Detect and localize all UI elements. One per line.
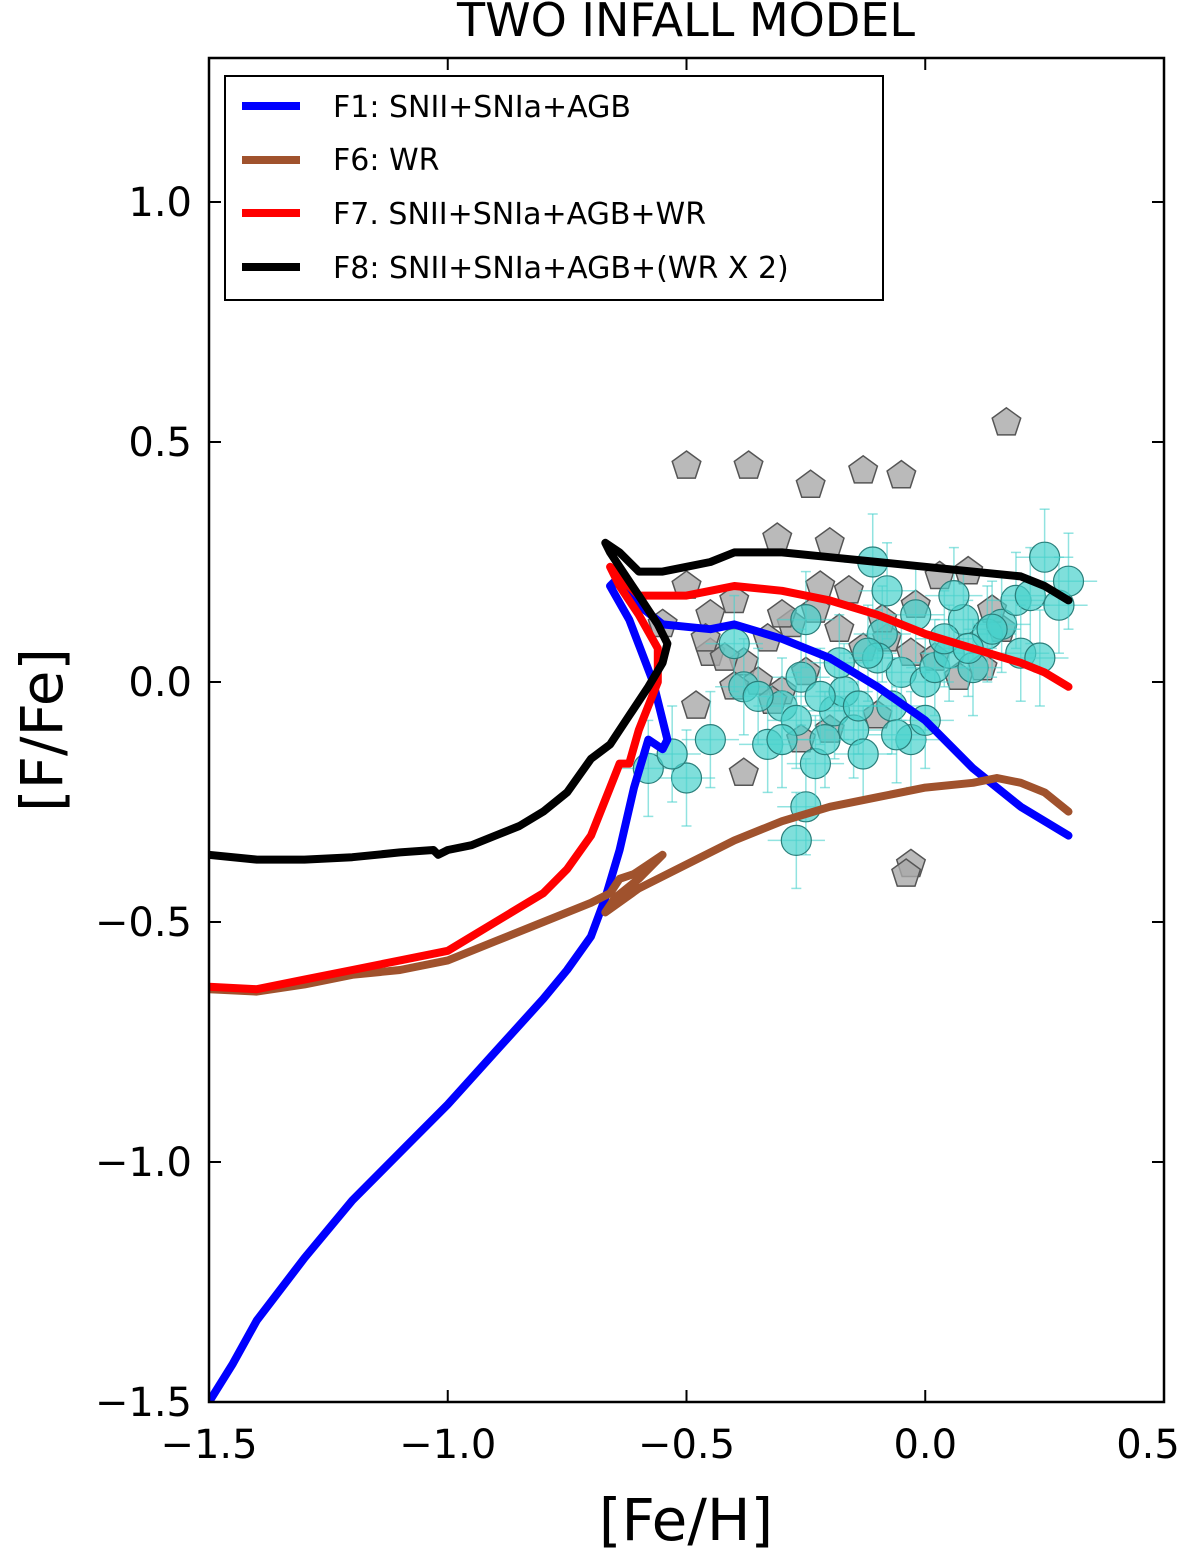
y-tick-label: −0.5 — [95, 900, 192, 946]
pentagon-point — [848, 454, 879, 484]
circle-marker — [804, 680, 836, 713]
pentagon-point — [795, 469, 826, 499]
pentagon-point — [833, 574, 864, 604]
circle-marker — [694, 723, 726, 756]
circle-marker — [766, 723, 798, 756]
circle-marker — [809, 723, 841, 756]
legend-label-f8: F8: SNII+SNIa+AGB+(WR X 2) — [333, 251, 789, 286]
x-tick-label: −1.0 — [399, 1422, 496, 1468]
y-tick-label: 0.0 — [128, 660, 192, 706]
x-tick-label: 0.5 — [1116, 1422, 1180, 1468]
circle-point — [705, 594, 763, 693]
pentagon-point — [891, 858, 922, 887]
plot-area — [209, 406, 1098, 1402]
pentagon-point — [886, 459, 917, 489]
circle-marker — [842, 690, 875, 722]
pentagon-point — [762, 522, 793, 551]
pentagon-point — [728, 757, 759, 787]
series-line-4 — [209, 538, 1073, 864]
circle-point — [887, 566, 945, 664]
y-tick-label: 1.0 — [128, 180, 192, 226]
axis-ticks: −1.5 −1.0 −0.5 0.0 0.5 −1.5 −1.0 −0.5 0.0 0.5 1.0 — [95, 58, 1180, 1468]
legend-label-f6: F6: WR — [333, 143, 440, 178]
legend: F1: SNII+SNIa+AGB F6: WR F7. SNII+SNIa+A… — [224, 75, 884, 301]
legend-entry-f1: F1: SNII+SNIa+AGB — [242, 90, 631, 125]
legend-label-f7: F7. SNII+SNIa+AGB+WR — [333, 197, 706, 232]
x-axis-label: [Fe/H] — [599, 1486, 773, 1554]
circle-marker — [871, 575, 903, 607]
circle-marker — [790, 603, 822, 636]
legend-entry-f8: F8: SNII+SNIa+AGB+(WR X 2) — [242, 251, 789, 286]
pentagon-point — [733, 450, 764, 479]
legend-label-f1: F1: SNII+SNIa+AGB — [333, 90, 631, 125]
series-line-1 — [209, 577, 1073, 1402]
circle-point — [1039, 532, 1098, 630]
circle-marker — [852, 637, 884, 669]
circle-marker — [742, 680, 774, 713]
circle-point — [963, 580, 1021, 678]
pentagon-point — [680, 690, 712, 719]
pentagon-point — [814, 526, 845, 556]
x-tick-label: −0.5 — [638, 1422, 735, 1468]
series-line-2 — [209, 774, 1073, 996]
circle-point — [791, 647, 849, 746]
circle-point — [753, 690, 811, 789]
y-axis-label: [F/Fe] — [8, 648, 76, 812]
x-tick-label: 0.0 — [893, 1422, 957, 1468]
circle-marker — [785, 661, 817, 693]
legend-entry-f7: F7. SNII+SNIa+AGB+WR — [242, 197, 706, 232]
legend-box — [224, 75, 884, 301]
circle-marker — [976, 613, 1008, 645]
x-tick-label: −1.5 — [160, 1422, 257, 1468]
circle-point — [657, 729, 716, 827]
y-tick-label: −1.5 — [95, 1380, 192, 1426]
circle-marker — [780, 824, 812, 857]
circle-marker — [938, 579, 970, 612]
series-line-3 — [209, 562, 1073, 994]
y-tick-label: 0.5 — [128, 420, 192, 466]
circle-point — [767, 791, 825, 890]
chart-title: TWO INFALL MODEL — [456, 0, 915, 47]
pentagon-point — [671, 450, 702, 479]
circle-point — [729, 647, 787, 746]
pentagon-point — [695, 598, 726, 628]
pentagon-point — [991, 406, 1022, 436]
legend-entry-f6: F6: WR — [242, 143, 440, 178]
circle-point — [681, 690, 740, 789]
plot-clip-group — [209, 406, 1098, 1402]
y-tick-label: −1.0 — [95, 1140, 192, 1186]
circle-marker — [880, 719, 913, 751]
circle-marker — [718, 627, 750, 660]
